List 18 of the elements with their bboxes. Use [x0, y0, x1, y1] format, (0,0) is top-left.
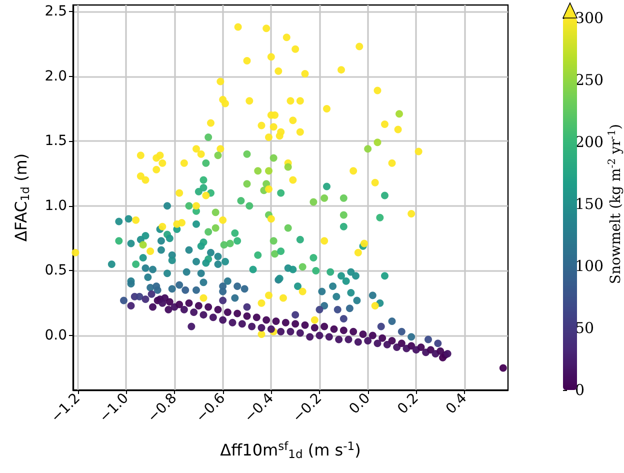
- color-bar-label: 100: [574, 257, 604, 275]
- y-tick-label: 1.5: [44, 133, 67, 150]
- color-bar-label: 150: [574, 195, 604, 213]
- x-tick-label: 0.0: [346, 390, 374, 418]
- y-tick-label: 0.0: [44, 328, 67, 344]
- color-bar-title: Snowmelt (kg m-2 yr-1): [607, 124, 624, 284]
- y-tick-label: 0.5: [44, 262, 67, 279]
- y-tick-label: 2.5: [44, 3, 67, 20]
- color-bar-label: 200: [574, 133, 604, 151]
- color-bar-label: 250: [574, 71, 604, 89]
- color-bar-label: 50: [574, 319, 594, 337]
- x-tick-label: 0.4: [443, 390, 470, 418]
- color-bar-label: 300: [574, 9, 604, 27]
- x-tick-label: 0.2: [394, 390, 422, 418]
- y-tick-label: 2.0: [44, 68, 67, 84]
- y-axis-title: ΔFAC1d (m): [12, 153, 32, 242]
- y-tick-label: 1.0: [44, 198, 67, 214]
- color-bar-label: 0: [574, 381, 585, 399]
